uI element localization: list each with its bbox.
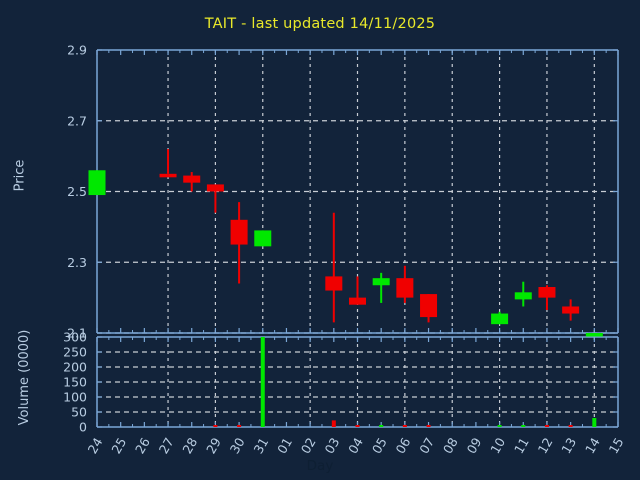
candlestick bbox=[349, 276, 366, 305]
volume-tick-label: 50 bbox=[71, 405, 87, 420]
candlestick bbox=[538, 285, 556, 311]
day-tick-label: 08 bbox=[440, 435, 461, 456]
day-tick-label: 15 bbox=[606, 435, 627, 456]
volume-tick-label: 250 bbox=[63, 345, 87, 360]
candle-body bbox=[206, 184, 224, 192]
volume-bar bbox=[568, 425, 573, 427]
volume-tick-label: 100 bbox=[63, 390, 87, 405]
volume-bar bbox=[402, 425, 407, 427]
day-tick-label: 10 bbox=[487, 435, 508, 456]
day-tick-label: 12 bbox=[535, 435, 556, 456]
candlestick bbox=[514, 281, 532, 307]
candle-body bbox=[491, 313, 509, 325]
candlestick bbox=[206, 184, 224, 213]
day-tick-label: 26 bbox=[132, 435, 153, 456]
day-tick-label: 11 bbox=[511, 435, 532, 456]
candlestick bbox=[491, 311, 509, 325]
candle-body bbox=[230, 219, 248, 245]
volume-series bbox=[213, 337, 597, 427]
candlestick bbox=[562, 299, 580, 321]
volume-tick-label: 200 bbox=[63, 360, 87, 375]
candle-body bbox=[372, 278, 390, 286]
candle-body bbox=[562, 306, 580, 314]
candlestick-series bbox=[88, 149, 603, 337]
price-tick-label: 2.9 bbox=[67, 43, 87, 58]
candle-body bbox=[585, 333, 603, 337]
candle-body bbox=[396, 278, 414, 298]
day-tick-label: 09 bbox=[464, 435, 485, 456]
candle-body bbox=[88, 170, 106, 196]
day-tick-label: 07 bbox=[416, 435, 437, 456]
volume-bar bbox=[260, 337, 265, 427]
day-tick-label: 27 bbox=[156, 435, 177, 456]
candlestick bbox=[254, 230, 272, 247]
volume-tick-label: 150 bbox=[63, 375, 87, 390]
volume-bar bbox=[544, 425, 549, 427]
candlestick bbox=[88, 170, 106, 196]
candlestick bbox=[230, 202, 248, 284]
candle-body bbox=[159, 173, 177, 178]
day-axis-label: Day bbox=[306, 458, 334, 474]
price-tick-label: 2.1 bbox=[67, 326, 87, 341]
candle-body bbox=[420, 294, 438, 318]
candlestick bbox=[183, 172, 201, 192]
candlestick bbox=[325, 212, 343, 323]
grid-layer bbox=[97, 50, 618, 427]
volume-bar bbox=[331, 420, 336, 427]
volume-bar bbox=[521, 425, 526, 427]
volume-tick-label: 300 bbox=[63, 330, 87, 345]
day-tick-label: 29 bbox=[203, 435, 224, 456]
volume-bar bbox=[592, 418, 597, 427]
candle-body bbox=[325, 276, 343, 291]
volume-tick-label: 0 bbox=[79, 420, 87, 435]
candle-body bbox=[514, 292, 532, 300]
volume-bar bbox=[379, 425, 384, 427]
day-tick-label: 30 bbox=[227, 435, 248, 456]
candle-body bbox=[538, 287, 556, 298]
candle-body bbox=[349, 297, 366, 305]
day-tick-label: 24 bbox=[85, 435, 106, 456]
day-tick-label: 04 bbox=[345, 435, 366, 456]
day-tick-label: 25 bbox=[108, 435, 129, 456]
day-tick-label: 02 bbox=[298, 435, 319, 456]
volume-bar bbox=[213, 425, 218, 427]
day-tick-label: 05 bbox=[369, 435, 390, 456]
axes-layer bbox=[96, 49, 619, 428]
candlestick bbox=[159, 149, 177, 178]
candle-body bbox=[254, 230, 272, 247]
day-tick-label: 28 bbox=[179, 435, 200, 456]
volume-bar bbox=[426, 425, 431, 427]
price-tick-label: 2.3 bbox=[67, 255, 87, 270]
candle-body bbox=[183, 175, 201, 183]
day-tick-label: 14 bbox=[582, 435, 603, 456]
price-tick-label: 2.7 bbox=[67, 113, 87, 128]
day-tick-label: 13 bbox=[558, 435, 579, 456]
volume-bar bbox=[355, 425, 360, 427]
volume-bar bbox=[237, 425, 242, 427]
candlestick bbox=[372, 272, 390, 303]
candlestick bbox=[420, 294, 438, 323]
chart-title: TAIT - last updated 14/11/2025 bbox=[204, 16, 436, 32]
day-tick-label: 01 bbox=[274, 435, 295, 456]
price-tick-label: 2.5 bbox=[67, 184, 87, 199]
candlestick bbox=[585, 333, 603, 337]
day-tick-label: 06 bbox=[393, 435, 414, 456]
day-tick-label: 31 bbox=[250, 435, 271, 456]
day-tick-label: 03 bbox=[321, 435, 342, 456]
volume-bar bbox=[497, 425, 502, 427]
candlestick bbox=[396, 265, 414, 303]
